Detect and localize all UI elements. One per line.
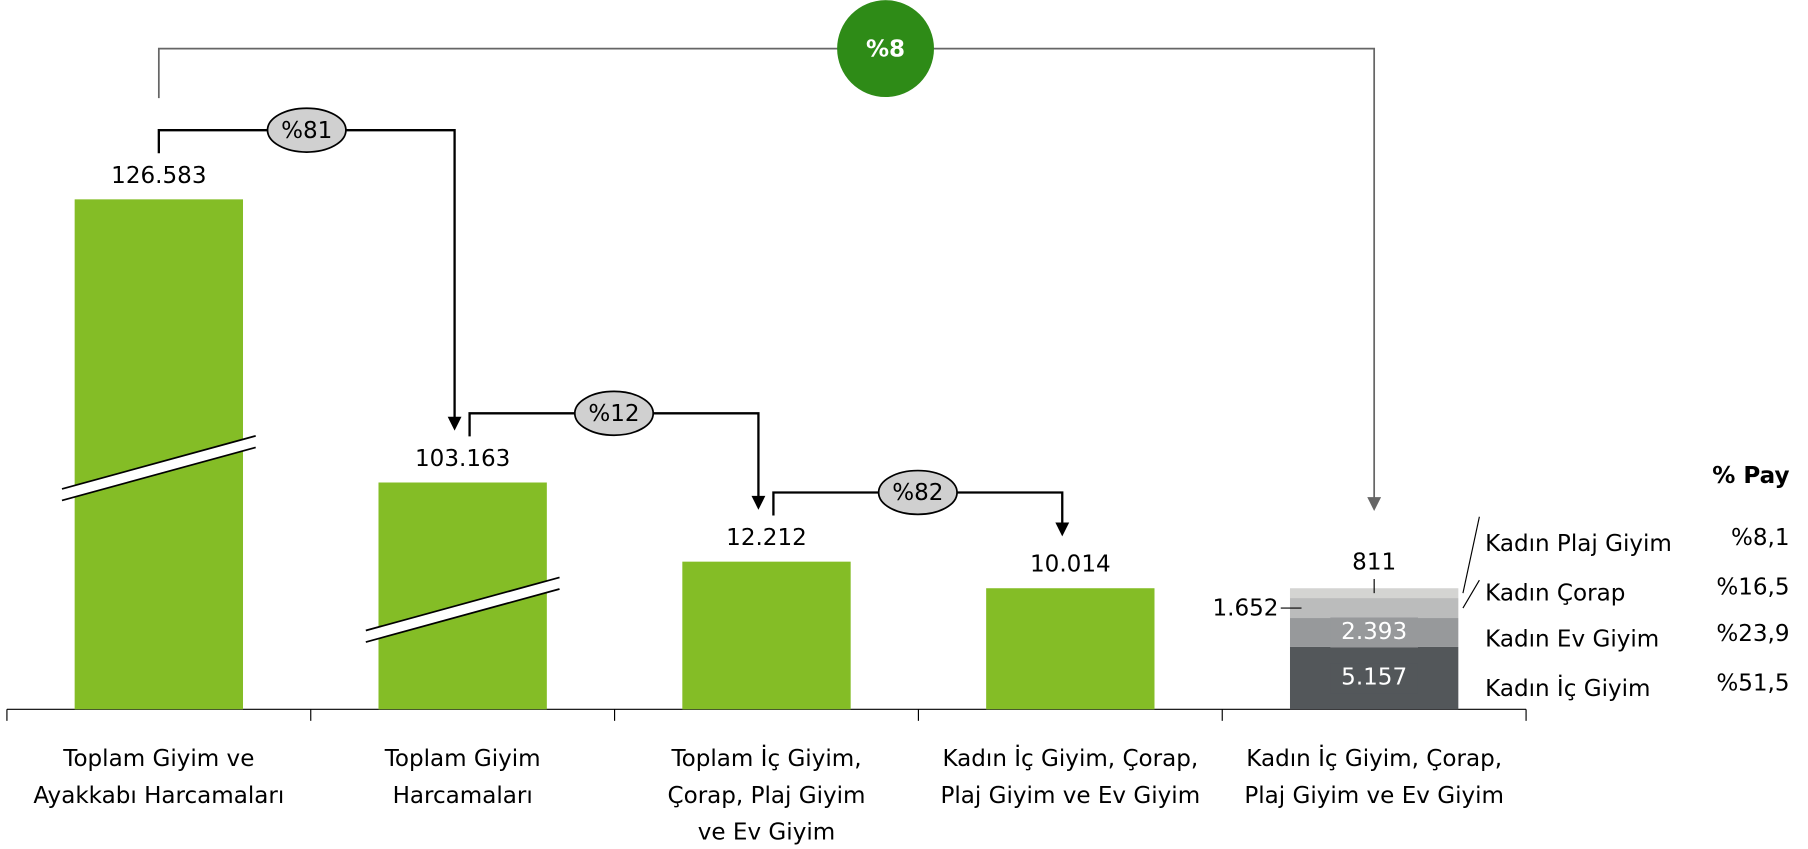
value-label: 126.583 bbox=[111, 163, 206, 189]
axis-break bbox=[61, 435, 256, 501]
legend-leader bbox=[1462, 516, 1480, 594]
axis-break-line bbox=[61, 435, 256, 490]
x-tick-label: Toplam İç Giyim, Çorap, Plaj Giyim ve Ev G… bbox=[668, 743, 866, 845]
bar bbox=[986, 588, 1155, 710]
legend-label: Kadın Çorap bbox=[1485, 581, 1625, 607]
value-label: 811 bbox=[1352, 549, 1396, 575]
axis-break bbox=[365, 577, 560, 643]
value-label-bg bbox=[1330, 617, 1418, 648]
stack-segment bbox=[1289, 588, 1459, 599]
annotation-badge bbox=[573, 390, 655, 437]
arrowhead bbox=[751, 495, 766, 510]
legend-leader bbox=[1462, 579, 1480, 609]
axis-break-line bbox=[61, 446, 256, 502]
share-title: % Pay bbox=[1712, 463, 1789, 489]
annotation-label: %8 bbox=[866, 36, 905, 62]
value-label-bg bbox=[1330, 663, 1418, 694]
value-label: 12.212 bbox=[726, 525, 807, 551]
annotation-label: %81 bbox=[281, 118, 332, 144]
stack-segment bbox=[1289, 598, 1459, 619]
arrowhead bbox=[447, 416, 462, 431]
value-label: 5.157 bbox=[1341, 665, 1407, 691]
bar bbox=[682, 561, 851, 710]
share-label: %16,5 bbox=[1716, 575, 1789, 601]
annotation-badge bbox=[266, 107, 347, 153]
value-label: 1.652 bbox=[1212, 596, 1278, 622]
arrowhead bbox=[1367, 497, 1382, 511]
x-tick-label: Kadın İç Giyim, Çorap, Plaj Giyim ve Ev G… bbox=[1244, 743, 1504, 808]
legend-label: Kadın Ev Giyim bbox=[1485, 627, 1659, 653]
axis-break-line bbox=[365, 588, 560, 643]
value-label: 2.393 bbox=[1341, 619, 1407, 645]
connector bbox=[157, 47, 1376, 500]
annotation-label: %12 bbox=[588, 401, 639, 427]
value-label: 103.163 bbox=[415, 446, 510, 472]
legend-label: Kadın Plaj Giyim bbox=[1485, 531, 1672, 557]
legend-label: Kadın İç Giyim bbox=[1485, 674, 1650, 702]
share-label: %23,9 bbox=[1716, 621, 1789, 647]
arrowhead bbox=[1055, 522, 1070, 537]
share-label: %51,5 bbox=[1716, 670, 1789, 696]
x-tick-label: Kadın İç Giyim, Çorap, Plaj Giyim ve Ev G… bbox=[940, 743, 1200, 808]
annotation-label: %82 bbox=[892, 480, 943, 506]
x-tick-label: Toplam Giyim Harcamaları bbox=[384, 745, 541, 808]
share-label: %8,1 bbox=[1731, 525, 1790, 551]
annotation-badge bbox=[877, 469, 958, 516]
x-tick-label: Toplam Giyim ve Ayakkabı Harcamaları bbox=[33, 745, 284, 808]
axis-break-line bbox=[365, 576, 560, 632]
annotation-badge bbox=[837, 0, 934, 98]
value-label: 10.014 bbox=[1030, 552, 1111, 578]
